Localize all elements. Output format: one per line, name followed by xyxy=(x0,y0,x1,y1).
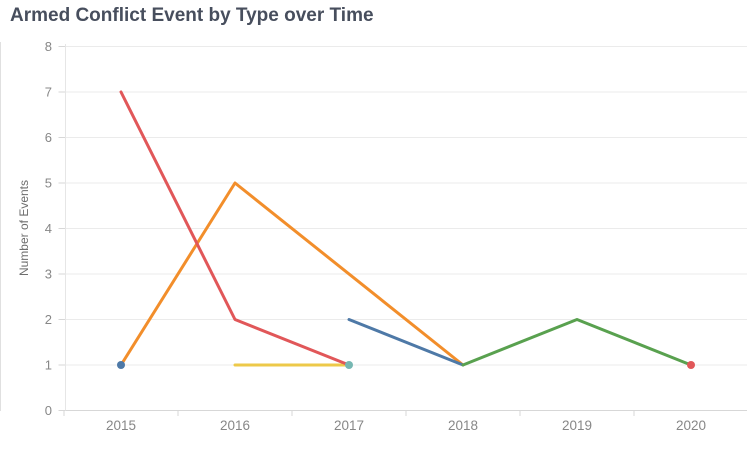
y-tick-label: 2 xyxy=(45,312,52,327)
y-tick-label: 1 xyxy=(45,358,52,373)
red-series-marker xyxy=(687,361,695,369)
y-tick-label: 0 xyxy=(45,403,52,418)
y-tick-label: 3 xyxy=(45,267,52,282)
x-tick-label: 2017 xyxy=(334,418,364,433)
orange-series-line xyxy=(119,181,465,367)
blue-series-marker xyxy=(117,361,125,369)
blue-series-line xyxy=(347,318,465,367)
x-tick-label: 2015 xyxy=(106,418,136,433)
x-tick-label: 2020 xyxy=(676,418,706,433)
x-tick-label: 2018 xyxy=(448,418,478,433)
x-tick-label: 2016 xyxy=(220,418,250,433)
y-tick-label: 6 xyxy=(45,130,52,145)
chart-title: Armed Conflict Event by Type over Time xyxy=(10,5,374,26)
red-series-line xyxy=(119,90,351,367)
x-tick-label: 2019 xyxy=(562,418,592,433)
y-tick-label: 8 xyxy=(45,39,52,54)
left-divider-line xyxy=(0,42,1,411)
teal-series-marker xyxy=(345,361,353,369)
y-tick-label: 4 xyxy=(45,221,52,236)
y-tick-label: 7 xyxy=(45,85,52,100)
green-series-line xyxy=(461,318,693,367)
y-tick-label: 5 xyxy=(45,176,52,191)
